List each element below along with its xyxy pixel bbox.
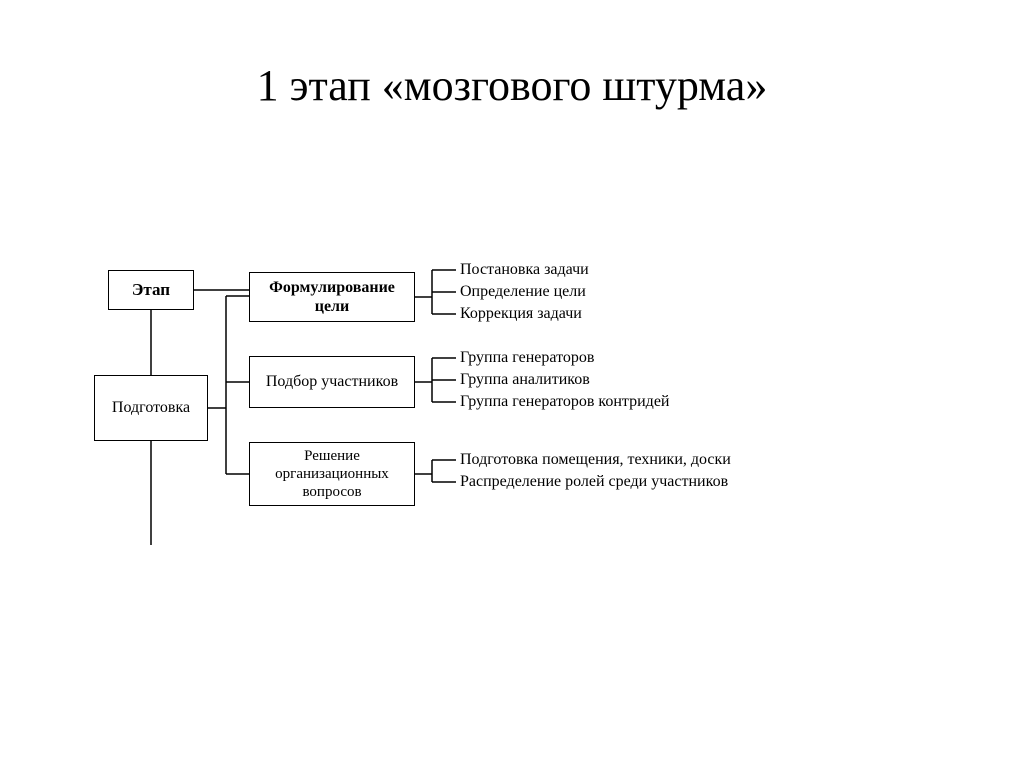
goal-item: Коррекция задачи — [460, 304, 582, 324]
node-members-label: Подбор участников — [266, 372, 398, 391]
goal-item: Определение цели — [460, 282, 586, 302]
node-stage: Этап — [108, 270, 194, 310]
node-org: Решение организационных вопросов — [249, 442, 415, 506]
node-prep: Подготовка — [94, 375, 208, 441]
members-item: Группа генераторов — [460, 348, 594, 368]
page-title: 1 этап «мозгового штурма» — [0, 60, 1024, 111]
node-goal-label: Формулирование цели — [256, 278, 408, 316]
node-prep-label: Подготовка — [112, 398, 190, 417]
goal-item: Постановка задачи — [460, 260, 589, 280]
org-item: Распределение ролей среди участников — [460, 472, 728, 492]
members-item: Группа генераторов контридей — [460, 392, 669, 412]
node-members: Подбор участников — [249, 356, 415, 408]
node-goal: Формулирование цели — [249, 272, 415, 322]
node-org-label: Решение организационных вопросов — [256, 447, 408, 501]
members-item: Группа аналитиков — [460, 370, 590, 390]
node-stage-label: Этап — [132, 280, 170, 300]
org-item: Подготовка помещения, техники, доски — [460, 450, 731, 470]
